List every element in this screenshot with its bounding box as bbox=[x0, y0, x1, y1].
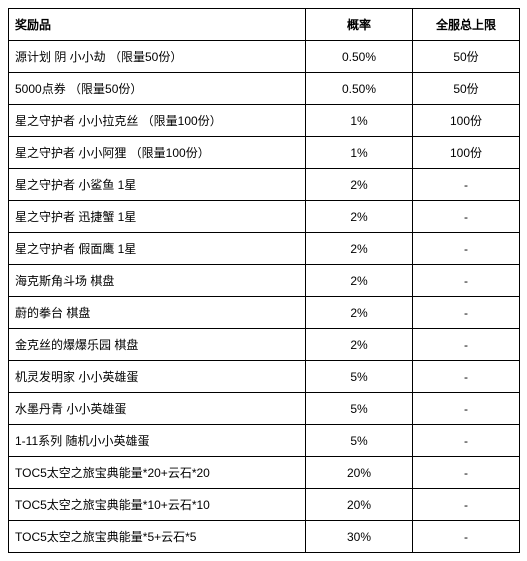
cell-probability: 2% bbox=[306, 201, 413, 233]
cell-reward: 金克丝的爆爆乐园 棋盘 bbox=[9, 329, 306, 361]
cell-limit: - bbox=[413, 457, 520, 489]
cell-reward: 水墨丹青 小小英雄蛋 bbox=[9, 393, 306, 425]
table-row: 星之守护者 迅捷蟹 1星2%- bbox=[9, 201, 520, 233]
cell-probability: 0.50% bbox=[306, 73, 413, 105]
cell-reward: 蔚的拳台 棋盘 bbox=[9, 297, 306, 329]
cell-probability: 2% bbox=[306, 329, 413, 361]
table-row: 5000点券 （限量50份）0.50%50份 bbox=[9, 73, 520, 105]
cell-reward: TOC5太空之旅宝典能量*5+云石*5 bbox=[9, 521, 306, 553]
cell-reward: TOC5太空之旅宝典能量*20+云石*20 bbox=[9, 457, 306, 489]
cell-reward: TOC5太空之旅宝典能量*10+云石*10 bbox=[9, 489, 306, 521]
cell-reward: 星之守护者 假面鹰 1星 bbox=[9, 233, 306, 265]
table-row: 金克丝的爆爆乐园 棋盘2%- bbox=[9, 329, 520, 361]
cell-limit: - bbox=[413, 233, 520, 265]
cell-reward: 5000点券 （限量50份） bbox=[9, 73, 306, 105]
cell-reward: 机灵发明家 小小英雄蛋 bbox=[9, 361, 306, 393]
cell-reward: 1-11系列 随机小小英雄蛋 bbox=[9, 425, 306, 457]
cell-probability: 2% bbox=[306, 169, 413, 201]
cell-limit: - bbox=[413, 329, 520, 361]
cell-limit: 100份 bbox=[413, 105, 520, 137]
cell-probability: 0.50% bbox=[306, 41, 413, 73]
header-reward: 奖励品 bbox=[9, 9, 306, 41]
cell-probability: 20% bbox=[306, 489, 413, 521]
table-body: 源计划 阴 小小劫 （限量50份）0.50%50份5000点券 （限量50份）0… bbox=[9, 41, 520, 553]
header-limit: 全服总上限 bbox=[413, 9, 520, 41]
cell-probability: 2% bbox=[306, 233, 413, 265]
cell-limit: - bbox=[413, 489, 520, 521]
cell-limit: - bbox=[413, 201, 520, 233]
cell-probability: 5% bbox=[306, 393, 413, 425]
table-row: 星之守护者 小小阿狸 （限量100份）1%100份 bbox=[9, 137, 520, 169]
cell-reward: 星之守护者 迅捷蟹 1星 bbox=[9, 201, 306, 233]
cell-limit: - bbox=[413, 425, 520, 457]
table-row: 机灵发明家 小小英雄蛋5%- bbox=[9, 361, 520, 393]
table-row: TOC5太空之旅宝典能量*10+云石*1020%- bbox=[9, 489, 520, 521]
cell-limit: - bbox=[413, 297, 520, 329]
cell-probability: 30% bbox=[306, 521, 413, 553]
cell-limit: - bbox=[413, 393, 520, 425]
table-row: 源计划 阴 小小劫 （限量50份）0.50%50份 bbox=[9, 41, 520, 73]
cell-limit: - bbox=[413, 265, 520, 297]
table-row: 星之守护者 小鲨鱼 1星2%- bbox=[9, 169, 520, 201]
table-row: 星之守护者 假面鹰 1星2%- bbox=[9, 233, 520, 265]
cell-limit: - bbox=[413, 169, 520, 201]
cell-probability: 5% bbox=[306, 425, 413, 457]
cell-probability: 2% bbox=[306, 265, 413, 297]
table-row: 蔚的拳台 棋盘2%- bbox=[9, 297, 520, 329]
cell-limit: - bbox=[413, 521, 520, 553]
cell-probability: 20% bbox=[306, 457, 413, 489]
cell-limit: 100份 bbox=[413, 137, 520, 169]
header-probability: 概率 bbox=[306, 9, 413, 41]
table-row: 星之守护者 小小拉克丝 （限量100份）1%100份 bbox=[9, 105, 520, 137]
table-row: TOC5太空之旅宝典能量*20+云石*2020%- bbox=[9, 457, 520, 489]
table-header-row: 奖励品 概率 全服总上限 bbox=[9, 9, 520, 41]
cell-probability: 1% bbox=[306, 105, 413, 137]
cell-reward: 星之守护者 小鲨鱼 1星 bbox=[9, 169, 306, 201]
cell-probability: 2% bbox=[306, 297, 413, 329]
table-row: TOC5太空之旅宝典能量*5+云石*530%- bbox=[9, 521, 520, 553]
cell-reward: 源计划 阴 小小劫 （限量50份） bbox=[9, 41, 306, 73]
cell-probability: 5% bbox=[306, 361, 413, 393]
table-row: 水墨丹青 小小英雄蛋5%- bbox=[9, 393, 520, 425]
cell-limit: 50份 bbox=[413, 73, 520, 105]
table-row: 海克斯角斗场 棋盘2%- bbox=[9, 265, 520, 297]
cell-reward: 海克斯角斗场 棋盘 bbox=[9, 265, 306, 297]
cell-probability: 1% bbox=[306, 137, 413, 169]
cell-limit: - bbox=[413, 361, 520, 393]
cell-reward: 星之守护者 小小阿狸 （限量100份） bbox=[9, 137, 306, 169]
cell-reward: 星之守护者 小小拉克丝 （限量100份） bbox=[9, 105, 306, 137]
rewards-table: 奖励品 概率 全服总上限 源计划 阴 小小劫 （限量50份）0.50%50份50… bbox=[8, 8, 520, 553]
table-row: 1-11系列 随机小小英雄蛋5%- bbox=[9, 425, 520, 457]
cell-limit: 50份 bbox=[413, 41, 520, 73]
